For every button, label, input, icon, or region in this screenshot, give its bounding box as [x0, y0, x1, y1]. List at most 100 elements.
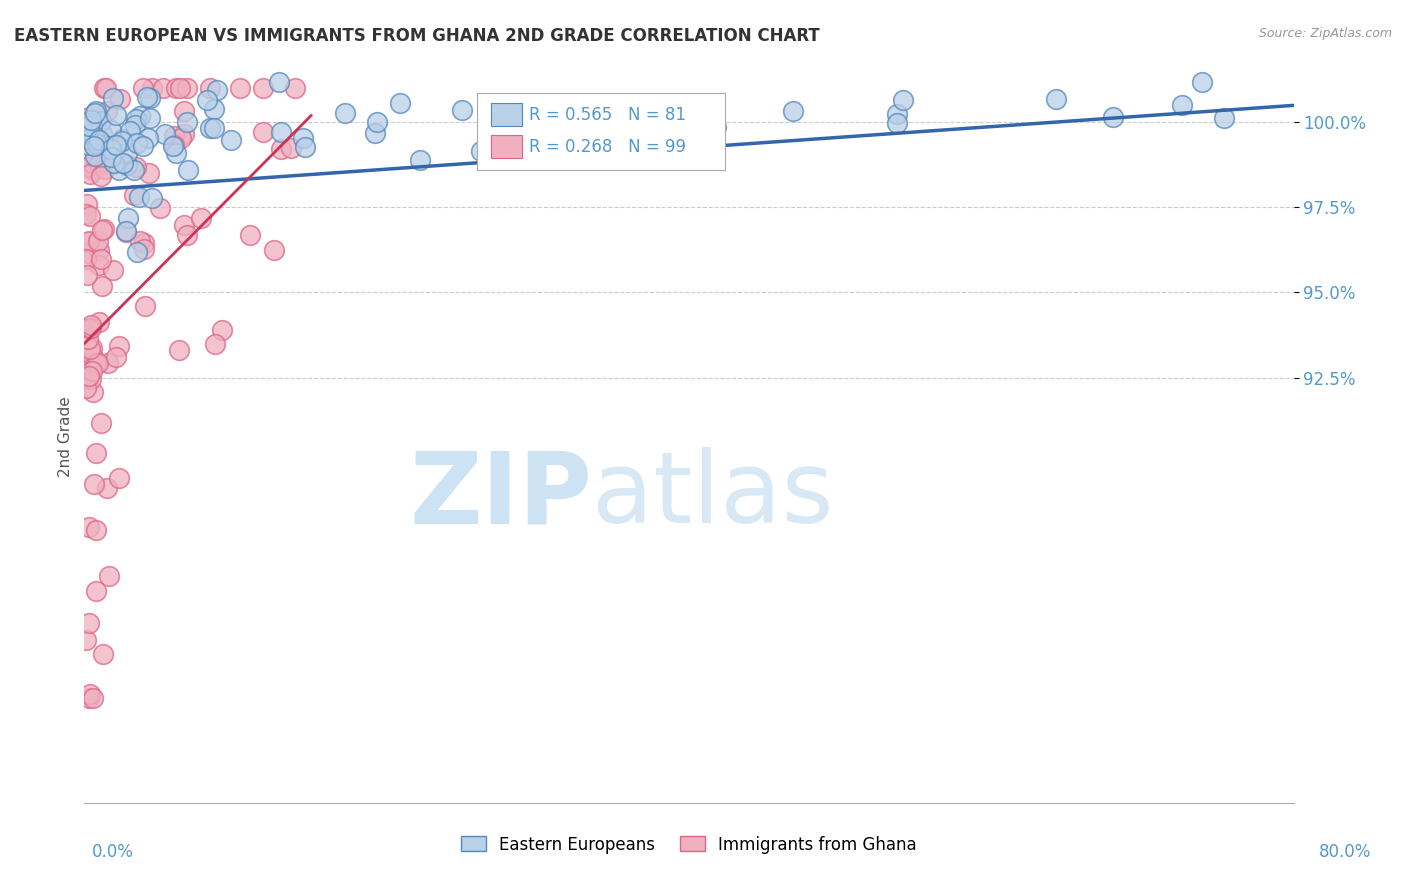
Point — [165, 146, 187, 161]
Point — [80, 113, 103, 128]
Point — [1045, 92, 1067, 106]
Point — [98, 139, 121, 153]
Point — [163, 138, 186, 153]
Point — [252, 81, 274, 95]
Point — [105, 138, 128, 153]
Point — [280, 141, 302, 155]
Point — [96, 481, 118, 495]
Point — [80, 360, 103, 375]
Point — [169, 81, 191, 95]
Point — [87, 234, 110, 248]
Point — [79, 687, 101, 701]
Text: 80.0%: 80.0% — [1319, 843, 1371, 861]
Point — [79, 343, 101, 357]
Point — [77, 246, 100, 260]
Point — [211, 323, 233, 337]
Point — [94, 162, 117, 177]
Point — [87, 133, 110, 147]
Point — [202, 120, 225, 135]
Point — [124, 118, 146, 132]
Point — [190, 211, 212, 225]
Point — [239, 228, 262, 243]
Point — [108, 92, 131, 106]
Point — [782, 104, 804, 119]
Point — [90, 113, 112, 128]
Point — [83, 139, 105, 153]
Point — [141, 81, 163, 95]
Point — [366, 115, 388, 129]
Point — [80, 119, 103, 133]
Point — [200, 120, 222, 135]
Point — [165, 81, 187, 95]
Point — [86, 136, 108, 151]
Point — [77, 234, 100, 248]
Point — [82, 384, 104, 399]
Point — [100, 123, 122, 137]
Point — [176, 81, 198, 95]
Point — [1102, 110, 1125, 124]
Point — [79, 167, 101, 181]
Point — [136, 131, 159, 145]
Point — [77, 320, 100, 334]
Point — [117, 211, 139, 225]
Point — [89, 259, 111, 273]
Point — [79, 616, 101, 631]
Point — [77, 116, 100, 130]
Point — [82, 163, 104, 178]
Point — [84, 103, 107, 118]
Point — [134, 236, 156, 251]
Point — [690, 122, 713, 136]
Point — [134, 299, 156, 313]
Point — [886, 116, 908, 130]
Point — [139, 90, 162, 104]
Point — [79, 210, 101, 224]
Point — [77, 691, 100, 706]
Point — [90, 278, 112, 293]
Point — [173, 128, 195, 142]
Point — [117, 158, 139, 172]
Point — [120, 124, 142, 138]
Point — [75, 252, 97, 266]
Point — [76, 235, 98, 249]
Point — [270, 125, 292, 139]
Point — [84, 583, 107, 598]
Point — [364, 126, 387, 140]
Point — [108, 339, 131, 353]
Point — [173, 104, 195, 119]
Text: EASTERN EUROPEAN VS IMMIGRANTS FROM GHANA 2ND GRADE CORRELATION CHART: EASTERN EUROPEAN VS IMMIGRANTS FROM GHAN… — [14, 27, 820, 45]
Point — [122, 188, 145, 202]
Text: 0.0%: 0.0% — [91, 843, 134, 861]
Point — [176, 115, 198, 129]
Point — [205, 83, 228, 97]
Point — [77, 131, 100, 145]
Point — [162, 139, 184, 153]
Point — [84, 524, 107, 538]
Point — [93, 222, 115, 236]
Point — [451, 103, 474, 117]
Point — [152, 81, 174, 95]
Point — [87, 157, 110, 171]
Point — [204, 336, 226, 351]
Point — [170, 131, 193, 145]
Point — [101, 263, 124, 277]
Point — [125, 136, 148, 151]
Point — [149, 201, 172, 215]
Point — [76, 197, 98, 211]
Point — [83, 129, 105, 144]
Point — [97, 356, 120, 370]
Point — [704, 120, 727, 135]
Point — [108, 163, 131, 178]
Point — [263, 243, 285, 257]
Point — [1191, 74, 1213, 88]
Point — [101, 91, 124, 105]
Point — [409, 153, 432, 168]
Point — [111, 156, 134, 170]
Point — [197, 93, 219, 107]
Point — [470, 144, 492, 158]
Point — [1171, 98, 1194, 112]
Point — [270, 142, 292, 156]
Point — [80, 364, 103, 378]
Y-axis label: 2nd Grade: 2nd Grade — [58, 397, 73, 477]
Point — [82, 156, 104, 170]
Point — [84, 149, 107, 163]
